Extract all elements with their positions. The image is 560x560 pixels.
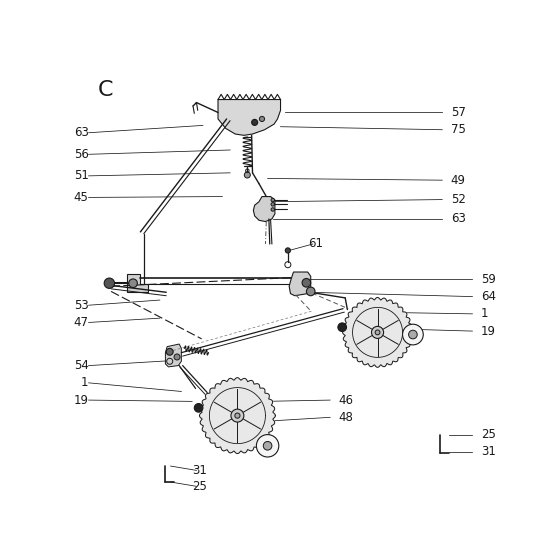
Circle shape <box>194 404 203 412</box>
Text: 63: 63 <box>74 126 88 139</box>
Circle shape <box>302 278 311 287</box>
Text: 1: 1 <box>481 307 488 320</box>
Circle shape <box>263 441 272 450</box>
Circle shape <box>256 435 279 457</box>
Text: 52: 52 <box>451 193 466 206</box>
Circle shape <box>235 413 240 418</box>
Text: 25: 25 <box>192 480 207 493</box>
Circle shape <box>244 172 250 178</box>
Circle shape <box>271 208 274 211</box>
Circle shape <box>104 278 114 288</box>
Circle shape <box>251 119 258 125</box>
Text: 56: 56 <box>74 148 88 161</box>
Text: 19: 19 <box>74 394 88 407</box>
Polygon shape <box>165 344 181 367</box>
Circle shape <box>174 354 180 360</box>
Circle shape <box>259 116 264 122</box>
Text: C: C <box>97 80 113 100</box>
Text: 49: 49 <box>451 174 466 186</box>
Circle shape <box>409 330 417 339</box>
Circle shape <box>306 287 315 296</box>
Circle shape <box>285 248 291 253</box>
Circle shape <box>271 203 274 206</box>
Text: 57: 57 <box>451 106 466 119</box>
Text: 45: 45 <box>74 191 88 204</box>
Circle shape <box>231 409 244 422</box>
Circle shape <box>371 326 384 338</box>
Text: 1: 1 <box>81 376 88 389</box>
Polygon shape <box>289 272 311 296</box>
Text: 25: 25 <box>481 428 496 441</box>
Text: 31: 31 <box>192 464 207 477</box>
Text: 63: 63 <box>451 212 466 226</box>
Text: 46: 46 <box>339 394 354 407</box>
Text: 51: 51 <box>74 169 88 183</box>
Text: 19: 19 <box>481 325 496 338</box>
Text: 54: 54 <box>74 359 88 372</box>
Circle shape <box>129 279 137 287</box>
Polygon shape <box>128 274 148 292</box>
Text: 75: 75 <box>451 123 466 136</box>
Circle shape <box>403 324 423 345</box>
Text: 47: 47 <box>74 316 88 329</box>
Polygon shape <box>253 197 275 222</box>
Text: 53: 53 <box>74 298 88 312</box>
Circle shape <box>271 198 274 202</box>
Text: 31: 31 <box>481 445 496 458</box>
Polygon shape <box>218 100 281 136</box>
Polygon shape <box>343 297 413 367</box>
Circle shape <box>375 330 380 335</box>
Circle shape <box>166 348 173 355</box>
Text: 59: 59 <box>481 273 496 286</box>
Polygon shape <box>199 377 276 454</box>
Text: 64: 64 <box>481 290 496 303</box>
Text: 61: 61 <box>309 237 324 250</box>
Text: 48: 48 <box>339 411 353 424</box>
Circle shape <box>338 323 347 332</box>
